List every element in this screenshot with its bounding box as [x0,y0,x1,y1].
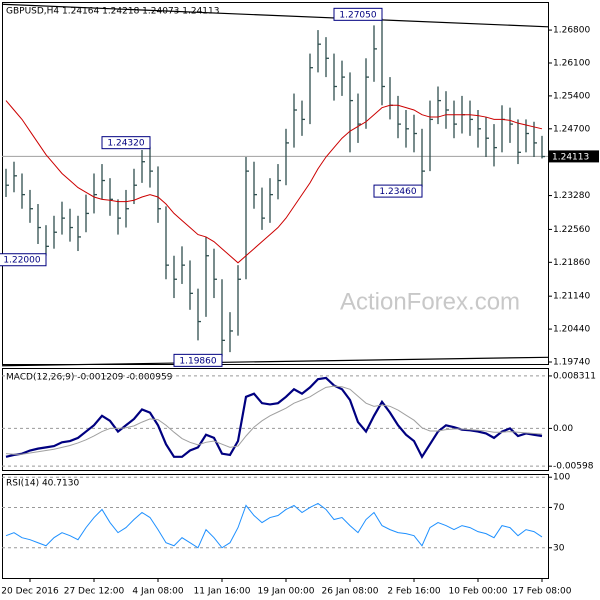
annotation-box [373,184,423,198]
y-tick-label: 1.23280 [553,191,590,201]
annotation-label: 1.22000 [3,256,40,266]
y-tick-label: 0.008311 [553,371,596,381]
annotation-label: 1.19860 [179,356,216,366]
x-tick-label: 4 Jan 08:00 [132,587,184,597]
x-tick-label: 27 Dec 12:00 [64,587,125,597]
annotation-label: 1.24320 [107,139,144,149]
chart-title: GBPUSD,H4 1.24164 1.24218 1.24073 1.2411… [6,7,219,17]
x-tick-label: 2 Feb 16:00 [387,587,441,597]
y-tick-label: 1.21140 [553,292,590,302]
watermark: ActionForex.com [340,288,520,315]
y-tick-label: 1.22560 [553,225,590,235]
macd-title: MACD(12,26,9) -0.001209 -0.000959 [6,373,173,383]
y-tick-label: 100 [553,473,570,483]
rsi-panel [2,474,549,579]
indicator-line [5,385,543,455]
annotation-label: 1.27050 [339,10,376,20]
macd-panel [2,368,549,471]
x-tick-label: 10 Feb 00:00 [448,587,507,597]
x-tick-label: 26 Jan 08:00 [322,587,379,597]
y-tick-label: 1.20440 [553,325,590,335]
y-tick-label: 1.26800 [553,26,590,36]
last-price-label: 1.24113 [552,152,589,162]
annotation-box [173,353,223,367]
trendline [1,3,549,28]
y-tick-label: 1.21860 [553,258,590,268]
y-tick-label: 1.26100 [553,58,590,68]
y-tick-label: 0.00 [553,424,573,434]
indicator-line [5,502,543,549]
annotation-box [0,253,47,267]
last-price-box [549,150,599,163]
y-tick-label: 1.25400 [553,91,590,101]
annotation-box [333,7,383,21]
annotation-label: 1.23460 [379,187,416,197]
y-tick-label: 30 [553,543,565,553]
indicator-line [5,376,543,460]
trendline [1,356,549,367]
x-tick-label: 17 Feb 08:00 [512,587,571,597]
x-tick-label: 19 Jan 00:00 [258,587,315,597]
y-tick-label: 1.19740 [553,357,590,367]
x-tick-label: 11 Jan 16:00 [194,587,251,597]
y-tick-label: 1.24700 [553,124,590,134]
rsi-title: RSI(14) 40.7130 [6,479,79,489]
moving-average [5,100,543,264]
y-tick-label: -0.00598 [553,462,594,472]
y-tick-label: 70 [553,503,565,513]
x-tick-label: 20 Dec 2016 [1,587,59,597]
annotation-box [101,136,151,150]
